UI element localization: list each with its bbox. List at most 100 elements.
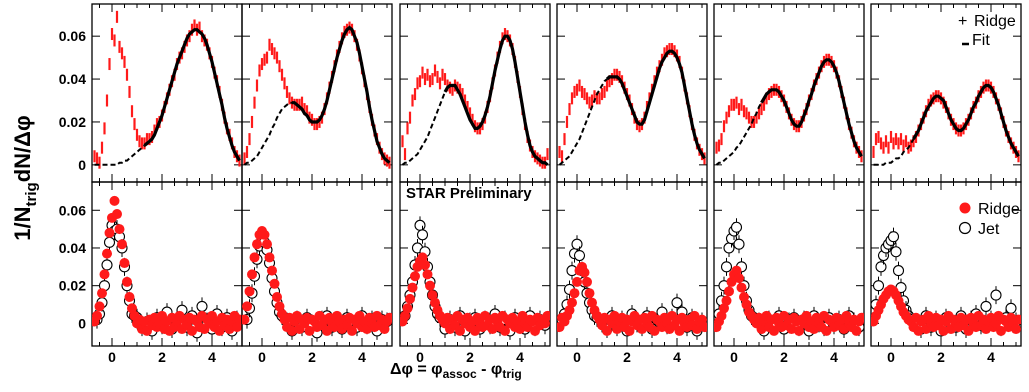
ridge-point (264, 252, 275, 263)
panel-3-bottom (399, 181, 551, 347)
x-tick-label: 0 (730, 349, 738, 365)
x-tick-label: 4 (208, 349, 216, 365)
fit-curve (605, 49, 706, 160)
ridge-point (267, 265, 277, 276)
jet-point (416, 229, 429, 241)
ridge-point (726, 276, 737, 287)
x-axis-label: Δφ = φassoc - φtrig (390, 361, 522, 381)
y-tick-label: 0.04 (59, 240, 86, 256)
legend-ridge-dot-marker (959, 202, 971, 214)
x-tick-label: 2 (780, 349, 788, 365)
x-tick-label: 4 (358, 349, 366, 365)
x-tick-label: 0 (416, 349, 424, 365)
ridge-point (731, 265, 742, 276)
ridge-point (1013, 314, 1021, 325)
y-tick-label: 0.06 (59, 28, 86, 44)
ridge-point (99, 269, 110, 280)
panel-5-bottom (713, 181, 865, 347)
jet-point (573, 249, 586, 262)
ridge-point (274, 301, 285, 312)
panel-6-bottom (870, 181, 1022, 347)
panel-2-bottom-frame (241, 181, 393, 347)
ridge-point (422, 269, 433, 280)
ridge-point (124, 291, 135, 302)
jet-point (414, 219, 426, 231)
svg-text:1/NtrigdN/Δφ: 1/NtrigdN/Δφ (10, 115, 40, 240)
ridge-point (232, 322, 242, 333)
fit-curve (143, 28, 241, 162)
legend-jet-marker (958, 221, 972, 235)
panel-4-bottom-data (557, 235, 707, 340)
ridge-point (304, 325, 315, 336)
panels: 0 0.02 0.04 0.06 0 0.02 0.04 0.06 0 2 4 0 2 4 0 2 4 0 2 4 0 2… (59, 3, 1022, 365)
panel-6-top (870, 3, 1022, 183)
panel-3-bottom-data (400, 216, 550, 340)
ridge-point (769, 325, 779, 336)
y-tick-label: 0.02 (59, 114, 86, 130)
jet-point (990, 289, 1002, 301)
ridge-point (427, 290, 438, 301)
y-tick-label: 0.02 (59, 278, 86, 294)
x-tick-label: 2 (158, 349, 166, 365)
ridge-point (856, 312, 864, 323)
jet-point (890, 246, 902, 258)
ridge-point (407, 282, 418, 293)
ridge-point (322, 325, 332, 336)
ridge-point (400, 310, 410, 321)
legend-ridge-dot-label: Ridge (978, 201, 1020, 218)
panel-5-top (713, 3, 865, 183)
ridge-point (821, 325, 832, 336)
ridge-point (470, 325, 480, 336)
ridge-point (540, 318, 550, 329)
panel-2-bottom-data (242, 226, 392, 342)
x-tick-label: 0 (108, 349, 116, 365)
ridge-point (102, 248, 112, 259)
legend-ridge-cross-marker: + (958, 13, 967, 30)
ridge-point (487, 324, 498, 335)
ridge-point (963, 325, 974, 336)
x-axis-label-sub2: trig (502, 367, 521, 381)
panel-1-bottom: 0 0.02 0.04 0.06 (59, 181, 243, 347)
ridge-point (612, 324, 622, 335)
ridge-point (425, 280, 435, 291)
legend-bottom: Ridge Jet (958, 201, 1020, 238)
jet-point (723, 242, 735, 254)
star-preliminary-annotation: STAR Preliminary (406, 185, 532, 202)
panel-4-top (556, 3, 708, 183)
ridge-point (542, 310, 550, 321)
ridge-point (734, 273, 744, 284)
ridge-point (122, 276, 132, 287)
legend-jet-label: Jet (978, 221, 1000, 238)
y-axis-label-sub: trig (23, 182, 40, 206)
x-tick-label: 0 (573, 349, 581, 365)
ridge-point (244, 286, 255, 297)
x-tick-label: 4 (516, 349, 524, 365)
ridge-point (92, 310, 102, 321)
ridge-point (117, 239, 127, 250)
x-tick-label: 4 (830, 349, 838, 365)
panel-6-bottom-data (871, 227, 1021, 340)
fit-curve-dashed (558, 78, 608, 166)
ridge-point (287, 325, 297, 336)
panel-1-top-data (93, 10, 241, 169)
y-axis-label: 1/NtrigdN/Δφ (10, 115, 40, 240)
ridge-point (104, 227, 115, 238)
ridge-point (269, 278, 280, 289)
ridge-point (923, 310, 934, 321)
panel-3-top-data (401, 28, 549, 169)
ridge-point (564, 305, 575, 316)
jet-point (730, 221, 743, 233)
ridge-point (97, 288, 107, 299)
jet-point (980, 300, 992, 312)
ridge-point (500, 325, 510, 336)
panel-2-top (241, 3, 393, 183)
fit-curve-dashed (401, 91, 446, 166)
ridge-point (913, 325, 924, 336)
ridge-point (649, 325, 660, 336)
ridge-point (756, 324, 767, 335)
ridge-point (699, 322, 707, 333)
fit-curve-dashed (873, 138, 915, 166)
fit-curve-dashed (243, 101, 292, 166)
ridge-point (402, 303, 413, 314)
